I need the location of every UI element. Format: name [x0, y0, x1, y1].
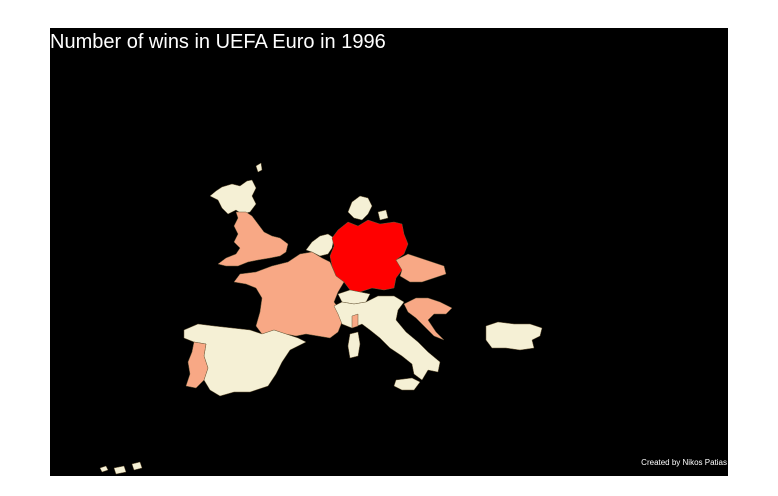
country-france-corsica — [351, 313, 359, 329]
country-spain-canary-islands-2 — [113, 465, 127, 475]
map-title: Number of wins in UEFA Euro in 1996 — [50, 31, 386, 53]
map-panel: Number of wins in UEFA Euro in 1996 Crea… — [50, 28, 728, 476]
country-spain-canary-islands — [99, 465, 109, 473]
country-netherlands — [305, 233, 335, 257]
country-bulgaria — [485, 321, 543, 351]
map-caption: Created by Nikos Patias — [641, 458, 727, 467]
country-france — [233, 251, 345, 339]
country-denmark-island — [377, 209, 389, 221]
country-scotland-isles — [255, 162, 263, 173]
country-italy-sardinia — [347, 331, 361, 359]
country-italy-sicily — [393, 377, 421, 391]
country-germany — [329, 219, 409, 293]
country-portugal — [185, 341, 209, 389]
country-england — [217, 211, 289, 267]
europe-choropleth-map — [99, 162, 543, 475]
country-czech-republic — [395, 253, 447, 283]
country-spain-canary-islands-3 — [131, 461, 143, 471]
country-scotland — [209, 179, 257, 215]
country-denmark — [347, 195, 373, 221]
country-italy — [333, 295, 441, 381]
country-croatia — [403, 297, 453, 341]
